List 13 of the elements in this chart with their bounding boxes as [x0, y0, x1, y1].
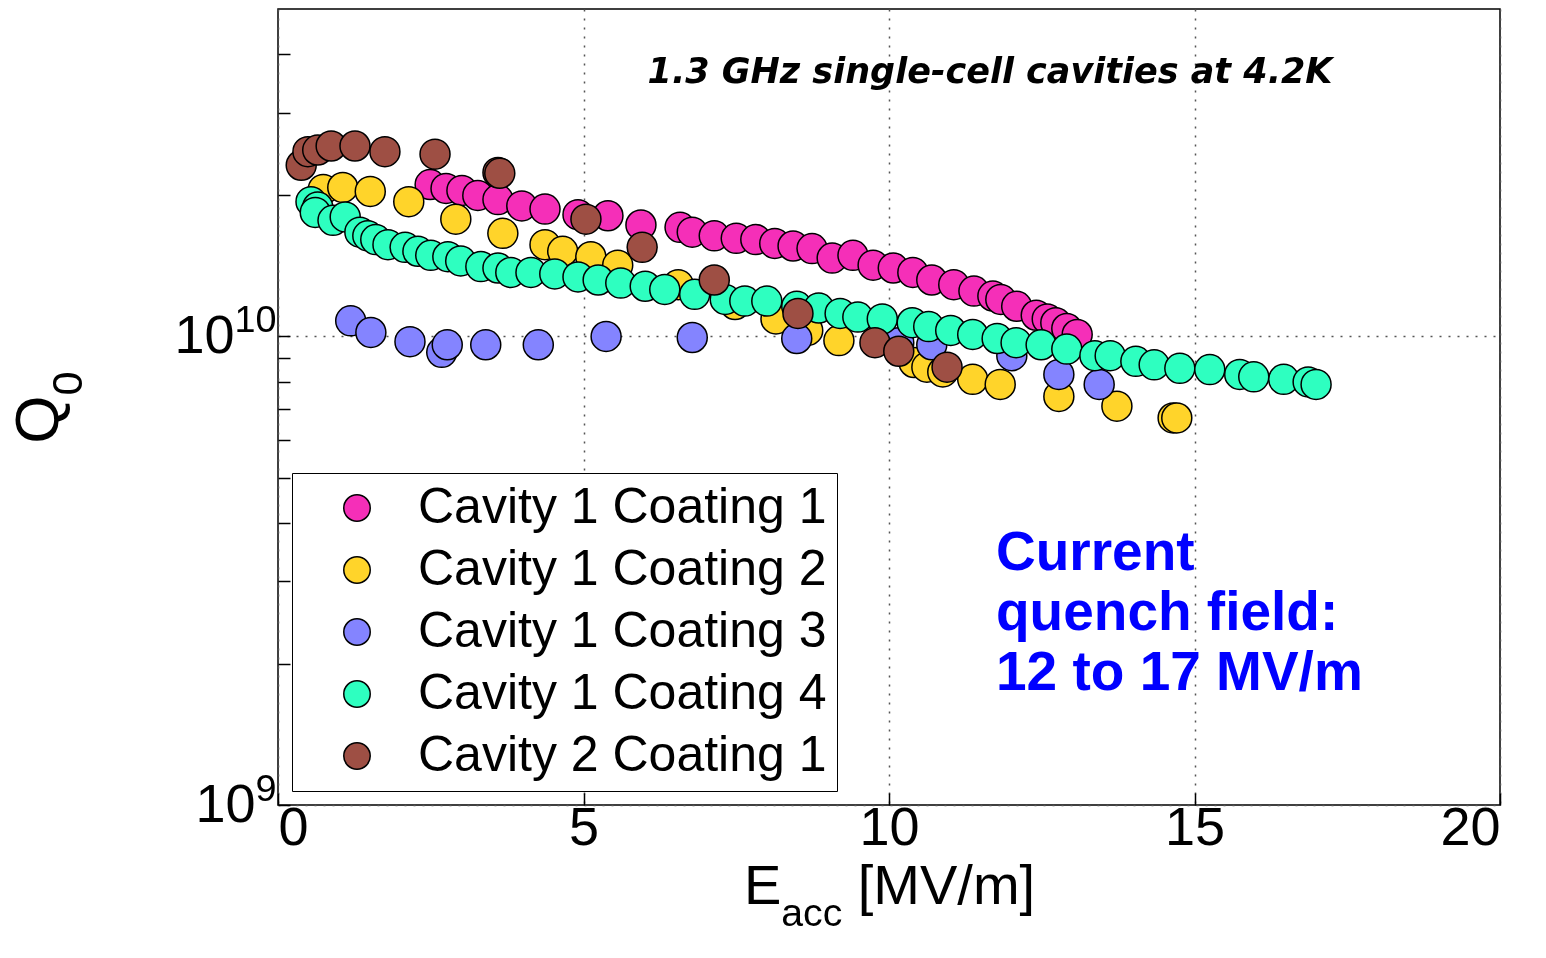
x-tick-label: 20 [1440, 795, 1501, 856]
legend-label: Cavity 1 Coating 2 [418, 540, 827, 596]
legend-label: Cavity 2 Coating 1 [418, 726, 827, 782]
x-tick-label: 5 [568, 795, 600, 856]
text: 1.3 GHz single-cell cavities at 4.2K [647, 51, 1336, 91]
y-tick-label: 10$^{9}$ [195, 766, 277, 833]
y-tick-label: 10$^{10}$ [174, 297, 277, 364]
x-tick-label: 0 [278, 795, 309, 856]
legend-label: Cavity 1 Coating 3 [418, 602, 827, 658]
legend-label: Cavity 1 Coating 1 [418, 478, 827, 534]
annotation: Current quench field: 12 to 17 MV/m [996, 520, 1363, 702]
x-tick-label: 15 [1164, 795, 1226, 856]
legend-label: Cavity 1 Coating 4 [418, 664, 827, 720]
